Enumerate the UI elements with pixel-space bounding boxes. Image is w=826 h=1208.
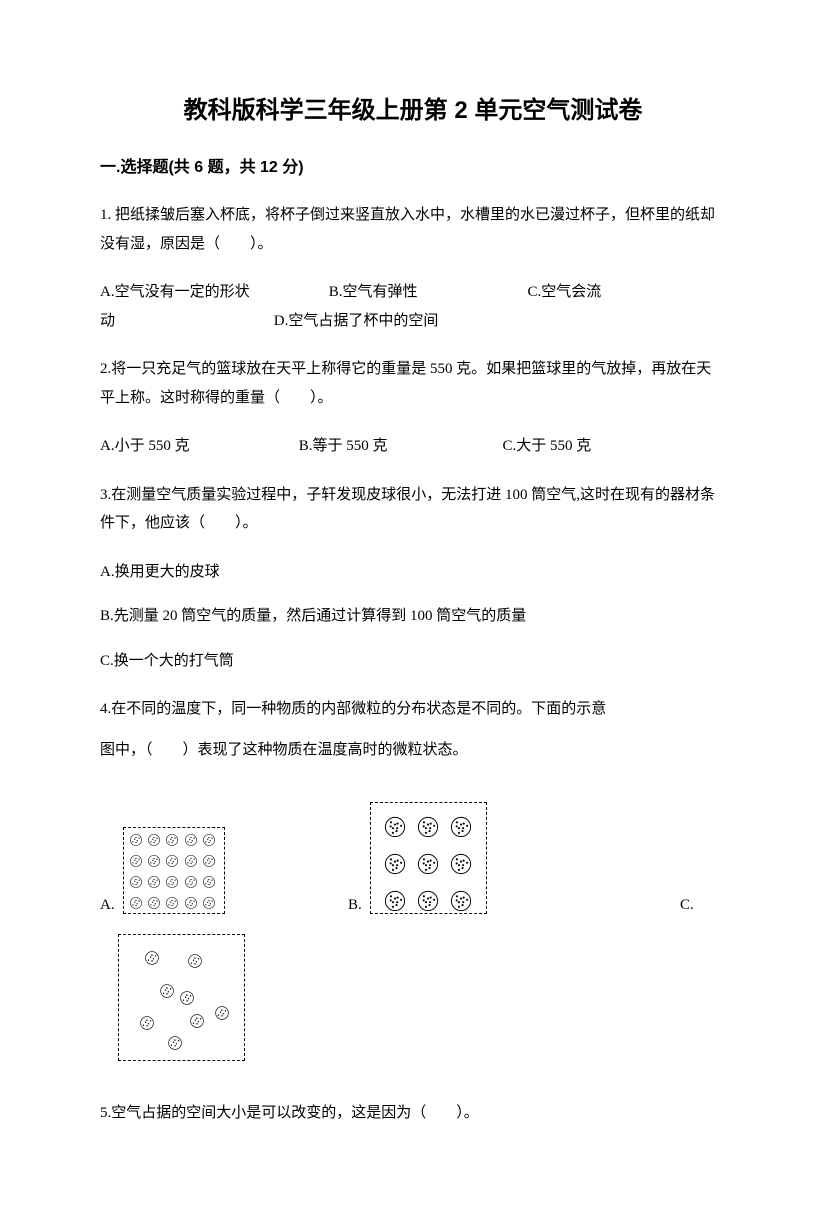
particle-icon: [147, 854, 163, 873]
q1-text: 1. 把纸揉皱后塞入杯底，将杯子倒过来竖直放入水中，水槽里的水已漫过杯子，但杯里…: [100, 207, 715, 252]
particle-icon: [416, 852, 440, 881]
particle-icon: [184, 854, 200, 873]
particle-icon: [202, 854, 218, 873]
particle-icon: [416, 889, 440, 918]
q5-text: 5.空气占据的空间大小是可以改变的，这是因为（ ）。: [100, 1105, 479, 1121]
particle-icon: [165, 833, 181, 852]
question-1: 1. 把纸揉皱后塞入杯底，将杯子倒过来竖直放入水中，水槽里的水已漫过杯子，但杯里…: [100, 201, 726, 258]
q4-option-b-group: B.: [348, 802, 487, 914]
particle-icon: [184, 833, 200, 852]
particle-icon: [202, 833, 218, 852]
particle-icon: [449, 852, 473, 881]
question-4-line2: 图中，（ ）表现了这种物质在温度高时的微粒状态。: [100, 736, 726, 765]
q4-diagram-b: [370, 802, 487, 914]
particle-icon: [165, 896, 181, 915]
particle-icon: [187, 953, 203, 969]
particle-icon: [147, 833, 163, 852]
particle-icon: [139, 1015, 155, 1031]
q4-option-a-group: A.: [100, 827, 225, 914]
particle-icon: [129, 854, 145, 873]
q2-text: 2.将一只充足气的篮球放在天平上称得它的重量是 550 克。如果把篮球里的气放掉…: [100, 361, 711, 406]
q4-label-c: C.: [680, 897, 694, 914]
particle-sparse-c: [119, 935, 244, 1060]
q1-options-row2: 动 D.空气占据了杯中的空间: [100, 307, 726, 336]
particle-icon: [184, 875, 200, 894]
q1-opt-b: B.空气有弹性: [329, 278, 524, 307]
q4-diagram-c: [118, 934, 245, 1061]
q2-options: A.小于 550 克 B.等于 550 克 C.大于 550 克: [100, 432, 726, 461]
question-5: 5.空气占据的空间大小是可以改变的，这是因为（ ）。: [100, 1099, 726, 1128]
q4-option-c-group: [100, 934, 726, 1061]
question-2: 2.将一只充足气的篮球放在天平上称得它的重量是 550 克。如果把篮球里的气放掉…: [100, 355, 726, 412]
particle-icon: [202, 875, 218, 894]
particle-icon: [416, 815, 440, 844]
particle-icon: [179, 990, 195, 1006]
exam-page: 教科版科学三年级上册第 2 单元空气测试卷 一.选择题(共 6 题，共 12 分…: [0, 0, 826, 1208]
q2-opt-a: A.小于 550 克: [100, 432, 295, 461]
q1-options-row1: A.空气没有一定的形状 B.空气有弹性 C.空气会流: [100, 278, 726, 307]
section-1-header: 一.选择题(共 6 题，共 12 分): [100, 153, 726, 177]
q3-text: 3.在测量空气质量实验过程中，子轩发现皮球很小，无法打进 100 筒空气,这时在…: [100, 487, 715, 532]
particle-icon: [202, 896, 218, 915]
q3-opt-a: A.换用更大的皮球: [100, 558, 726, 587]
particle-icon: [165, 854, 181, 873]
particle-icon: [144, 950, 160, 966]
q1-opt-a: A.空气没有一定的形状: [100, 278, 325, 307]
particle-icon: [184, 896, 200, 915]
q2-opt-b: B.等于 550 克: [299, 432, 499, 461]
q4-figure-row-2: [100, 934, 726, 1069]
q4-figure-row-1: A. B. C.: [100, 784, 726, 924]
q4-text-line2: 图中，（ ）表现了这种物质在温度高时的微粒状态。: [100, 742, 468, 758]
particle-icon: [147, 896, 163, 915]
page-title: 教科版科学三年级上册第 2 单元空气测试卷: [100, 90, 726, 125]
particle-icon: [189, 1013, 205, 1029]
q3-opt-c: C.换一个大的打气筒: [100, 647, 726, 676]
particle-grid-a: [124, 828, 224, 913]
particle-icon: [129, 833, 145, 852]
particle-icon: [383, 889, 407, 918]
q1-opt-c-wrap: 动: [100, 307, 270, 336]
q1-opt-c-prefix: C.空气会流: [528, 278, 602, 307]
q3-opt-b: B.先测量 20 筒空气的质量，然后通过计算得到 100 筒空气的质量: [100, 602, 726, 631]
particle-icon: [129, 896, 145, 915]
particle-icon: [449, 889, 473, 918]
particle-icon: [383, 852, 407, 881]
particle-icon: [165, 875, 181, 894]
question-3: 3.在测量空气质量实验过程中，子轩发现皮球很小，无法打进 100 筒空气,这时在…: [100, 481, 726, 538]
particle-icon: [147, 875, 163, 894]
question-4-line1: 4.在不同的温度下，同一种物质的内部微粒的分布状态是不同的。下面的示意: [100, 695, 726, 724]
q4-label-a: A.: [100, 897, 115, 914]
q4-text-line1: 4.在不同的温度下，同一种物质的内部微粒的分布状态是不同的。下面的示意: [100, 701, 606, 717]
q4-diagram-a: [123, 827, 225, 914]
particle-icon: [214, 1005, 230, 1021]
particle-icon: [167, 1035, 183, 1051]
particle-grid-b: [371, 803, 486, 913]
q1-opt-d: D.空气占据了杯中的空间: [274, 307, 439, 336]
q4-label-b: B.: [348, 897, 362, 914]
particle-icon: [383, 815, 407, 844]
particle-icon: [129, 875, 145, 894]
q2-opt-c: C.大于 550 克: [503, 432, 592, 461]
particle-icon: [449, 815, 473, 844]
particle-icon: [159, 983, 175, 999]
